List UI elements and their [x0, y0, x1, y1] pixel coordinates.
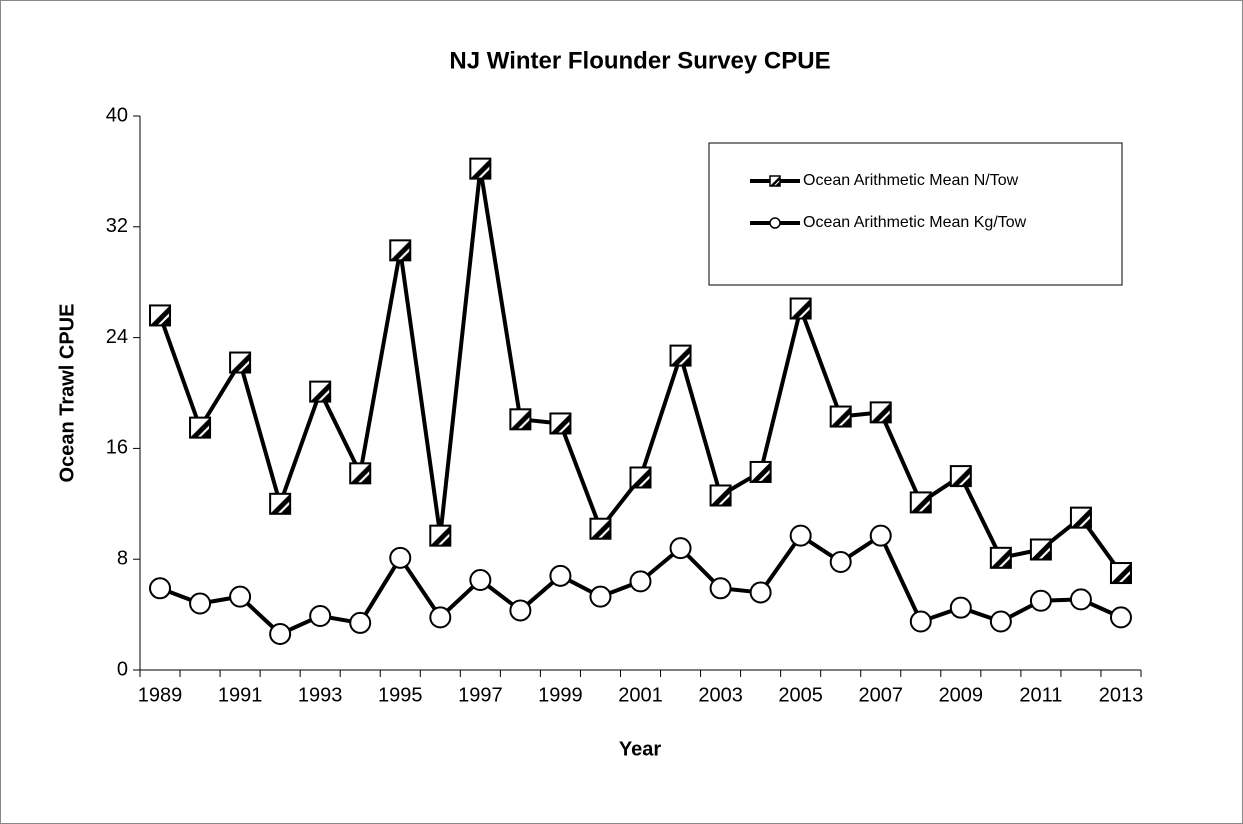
data-point: [869, 524, 892, 547]
y-axis-label: Ocean Trawl CPUE: [56, 304, 78, 483]
legend-label: Ocean Arithmetic Mean Kg/Tow: [803, 214, 1027, 231]
data-point: [669, 537, 692, 560]
legend-marker: [769, 217, 781, 229]
x-tick-label: 1995: [378, 684, 423, 706]
data-point: [709, 577, 732, 600]
data-point: [909, 610, 932, 633]
data-point: [669, 344, 692, 367]
x-axis-label: Year: [619, 738, 661, 760]
data-point: [949, 596, 972, 619]
data-point: [1029, 538, 1052, 561]
data-point: [829, 550, 852, 573]
x-tick-label: 2003: [698, 684, 743, 706]
data-point: [429, 524, 452, 547]
x-tick-label: 1991: [218, 684, 263, 706]
y-tick-label: 0: [117, 658, 128, 680]
data-point: [269, 492, 292, 515]
y-tick-label: 32: [106, 215, 128, 237]
data-point: [749, 581, 772, 604]
y-tick-label: 24: [106, 326, 128, 348]
data-point: [629, 570, 652, 593]
data-point: [989, 546, 1012, 569]
y-tick-label: 8: [117, 547, 128, 569]
data-point: [1109, 562, 1132, 585]
data-point: [989, 610, 1012, 633]
data-point: [749, 460, 772, 483]
data-point: [949, 465, 972, 488]
data-point: [509, 408, 532, 431]
data-point: [309, 380, 332, 403]
x-tick-label: 1993: [298, 684, 343, 706]
data-point: [229, 585, 252, 608]
x-tick-label: 2013: [1099, 684, 1144, 706]
data-point: [149, 304, 172, 327]
data-point: [349, 611, 372, 634]
data-point: [789, 297, 812, 320]
data-point: [509, 599, 532, 622]
data-point: [789, 524, 812, 547]
data-point: [469, 568, 492, 591]
data-point: [629, 466, 652, 489]
data-point: [429, 606, 452, 629]
data-point: [589, 517, 612, 540]
y-tick-label: 16: [106, 437, 128, 459]
x-tick-label: 2009: [939, 684, 984, 706]
data-point: [309, 604, 332, 627]
legend-marker: [769, 175, 781, 187]
data-point: [1109, 606, 1132, 629]
data-point: [709, 484, 732, 507]
data-point: [829, 405, 852, 428]
y-tick-label: 40: [106, 104, 128, 126]
data-point: [909, 491, 932, 514]
data-point: [1069, 506, 1092, 529]
data-point: [469, 157, 492, 180]
legend-label: Ocean Arithmetic Mean N/Tow: [803, 172, 1019, 189]
data-point: [349, 462, 372, 485]
legend-box: [708, 142, 1123, 286]
data-point: [869, 401, 892, 424]
x-tick-label: 1997: [458, 684, 503, 706]
data-point: [589, 585, 612, 608]
x-tick-label: 2005: [778, 684, 823, 706]
x-tick-label: 2001: [618, 684, 663, 706]
data-point: [189, 592, 212, 615]
data-point: [149, 577, 172, 600]
data-point: [389, 546, 412, 569]
x-tick-label: 2011: [1019, 684, 1062, 706]
chart-title: NJ Winter Flounder Survey CPUE: [449, 47, 830, 74]
data-point: [549, 412, 572, 435]
x-tick-label: 1999: [538, 684, 583, 706]
data-point: [389, 239, 412, 262]
data-point: [1029, 589, 1052, 612]
data-point: [1069, 588, 1092, 611]
data-point: [269, 622, 292, 645]
x-tick-label: 2007: [858, 684, 903, 706]
x-tick-label: 1989: [138, 684, 183, 706]
data-point: [229, 351, 252, 374]
data-point: [549, 564, 572, 587]
data-point: [189, 416, 212, 439]
